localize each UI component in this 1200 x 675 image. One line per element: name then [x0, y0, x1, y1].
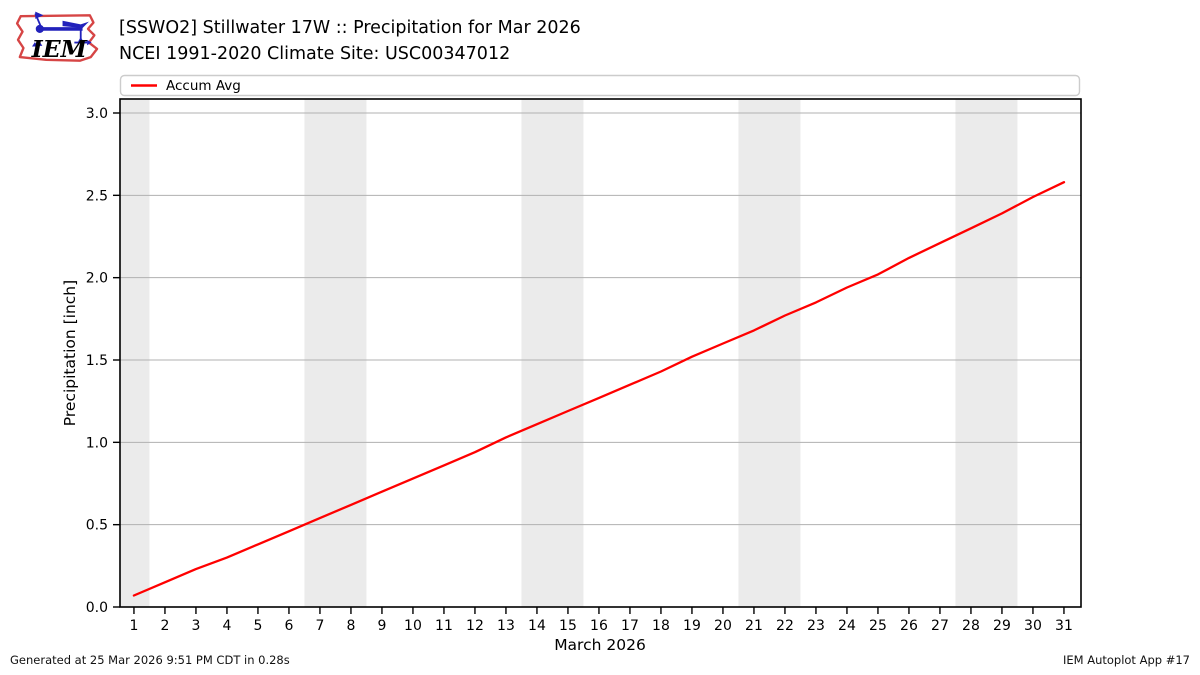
x-tick-label: 31 [1055, 618, 1073, 634]
x-tick-label: 8 [346, 618, 355, 634]
x-tick-label: 3 [191, 618, 200, 634]
x-tick-label: 6 [284, 618, 293, 634]
y-axis-label: Precipitation [inch] [61, 280, 79, 426]
x-tick-label: 1 [129, 618, 138, 634]
x-tick-label: 15 [559, 618, 577, 634]
x-tick-label: 7 [315, 618, 324, 634]
x-tick-label: 10 [404, 618, 422, 634]
x-tick-label: 2 [160, 618, 169, 634]
weekend-band [955, 99, 1018, 607]
chart-title-line1: [SSWO2] Stillwater 17W :: Precipitation … [119, 18, 581, 38]
iem-logo-text: IEM [31, 35, 88, 63]
weekend-band [521, 99, 584, 607]
x-tick-label: 28 [962, 618, 980, 634]
chart-title-line2: NCEI 1991-2020 Climate Site: USC00347012 [119, 44, 511, 64]
x-tick-label: 20 [714, 618, 732, 634]
x-tick-label: 19 [683, 618, 701, 634]
y-tick-label: 3.0 [86, 106, 108, 122]
plot-layer: 0.00.51.01.52.02.53.01 2 3 4 5 6 7 8 9 10 11 12 13 14… [86, 99, 1081, 634]
iem-logo: IEM [8, 4, 108, 72]
x-tick-label: 23 [807, 618, 825, 634]
x-tick-label: 26 [900, 618, 918, 634]
weekend-band [738, 99, 801, 607]
x-tick-label: 30 [1024, 618, 1042, 634]
x-tick-label: 25 [869, 618, 887, 634]
x-tick-label: 27 [931, 618, 949, 634]
x-tick-label: 18 [652, 618, 670, 634]
app-credit-text: IEM Autoplot App #17 [1062, 653, 1190, 667]
weather-vane-icon [32, 11, 92, 47]
iem-logo-graphic: IEM [15, 11, 99, 63]
x-tick-label: 9 [377, 618, 386, 634]
x-tick-label: 24 [838, 618, 856, 634]
x-tick-label: 29 [993, 618, 1011, 634]
x-tick-label: 14 [528, 618, 546, 634]
accum-avg-line [132, 181, 1066, 597]
x-tick-label: 4 [222, 618, 231, 634]
y-tick-label: 2.0 [86, 271, 108, 287]
generated-at-text: Generated at 25 Mar 2026 9:51 PM CDT in … [10, 653, 290, 667]
y-tick-label: 0.5 [86, 518, 108, 534]
chart-title-block: [SSWO2] Stillwater 17W :: Precipitation … [119, 15, 581, 67]
x-axis-label: March 2026 [554, 636, 646, 654]
x-tick-label: 11 [435, 618, 453, 634]
x-tick-label: 17 [621, 618, 639, 634]
x-tick-label: 5 [253, 618, 262, 634]
weekend-band [304, 99, 367, 607]
y-tick-label: 1.5 [86, 353, 108, 369]
weekend-band [120, 99, 150, 607]
x-tick-label: 16 [590, 618, 608, 634]
plot-border [119, 98, 1082, 608]
legend-label: Accum Avg [166, 78, 241, 94]
x-tick-label: 22 [776, 618, 794, 634]
y-tick-label: 1.0 [86, 435, 108, 451]
y-tick-label: 2.5 [86, 188, 108, 204]
x-tick-label: 21 [745, 618, 763, 634]
y-tick-label: 0.0 [86, 600, 108, 616]
legend-box [119, 74, 1081, 97]
x-tick-label: 13 [497, 618, 515, 634]
x-tick-label: 12 [466, 618, 484, 634]
